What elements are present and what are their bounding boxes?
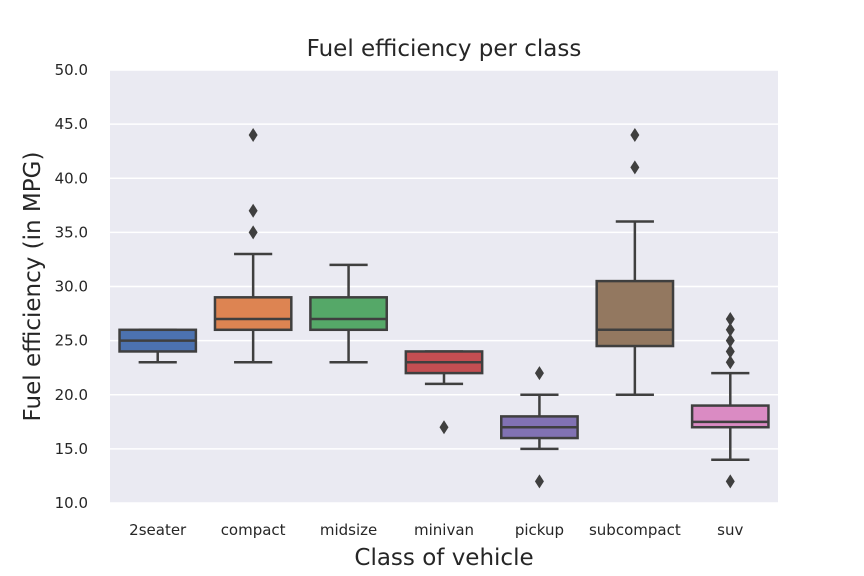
y-tick-label: 20.0 bbox=[55, 386, 88, 404]
box-2seater bbox=[118, 328, 198, 364]
outlier-point bbox=[725, 311, 735, 326]
y-tick-label: 25.0 bbox=[55, 332, 88, 350]
y-tick-labels: 10.0 15.0 20.0 25.0 30.0 35.0 40.0 45.0 50.0 bbox=[55, 61, 88, 512]
box-body bbox=[309, 296, 388, 332]
y-tick-label: 50.0 bbox=[55, 61, 88, 79]
outlier-point bbox=[725, 355, 735, 370]
box-body bbox=[595, 279, 675, 348]
y-tick-label: 35.0 bbox=[55, 223, 88, 241]
y-tick-label: 10.0 bbox=[55, 494, 88, 512]
x-axis-label: Class of vehicle bbox=[354, 545, 533, 571]
box-body bbox=[213, 296, 293, 332]
chart-title: Fuel efficiency per class bbox=[307, 36, 582, 62]
outlier-point bbox=[630, 127, 640, 142]
outlier-point bbox=[630, 160, 640, 175]
outlier-point bbox=[725, 474, 735, 489]
y-tick-label: 15.0 bbox=[55, 440, 88, 458]
box-compact bbox=[213, 127, 293, 364]
box-pickup bbox=[500, 366, 579, 489]
boxes bbox=[118, 127, 770, 489]
outlier-point bbox=[439, 420, 449, 435]
outlier-point bbox=[248, 127, 258, 142]
y-tick-label: 40.0 bbox=[55, 169, 88, 187]
box-body bbox=[690, 404, 770, 429]
x-tick-label: pickup bbox=[515, 521, 564, 539]
box-suv bbox=[690, 311, 770, 489]
outlier-point bbox=[534, 474, 544, 489]
y-tick-label: 30.0 bbox=[55, 278, 88, 296]
outlier-point bbox=[248, 225, 258, 240]
x-tick-label: midsize bbox=[320, 521, 377, 539]
y-axis-label: Fuel efficiency (in MPG) bbox=[20, 152, 46, 422]
outlier-point bbox=[725, 322, 735, 337]
box-minivan bbox=[404, 350, 484, 435]
outlier-point bbox=[248, 203, 258, 218]
box-subcompact bbox=[595, 127, 675, 396]
outlier-point bbox=[534, 366, 544, 381]
x-tick-labels: 2seater compact midsize minivan pickup subcom… bbox=[129, 521, 743, 539]
x-tick-label: 2seater bbox=[129, 521, 187, 539]
outlier-point bbox=[725, 333, 735, 348]
outlier-point bbox=[725, 344, 735, 359]
box-midsize bbox=[309, 263, 388, 364]
x-tick-label: suv bbox=[717, 521, 743, 539]
x-tick-label: compact bbox=[221, 521, 286, 539]
gridlines bbox=[110, 69, 778, 504]
y-tick-label: 45.0 bbox=[55, 115, 88, 133]
x-tick-label: subcompact bbox=[589, 521, 681, 539]
x-tick-label: minivan bbox=[414, 521, 474, 539]
